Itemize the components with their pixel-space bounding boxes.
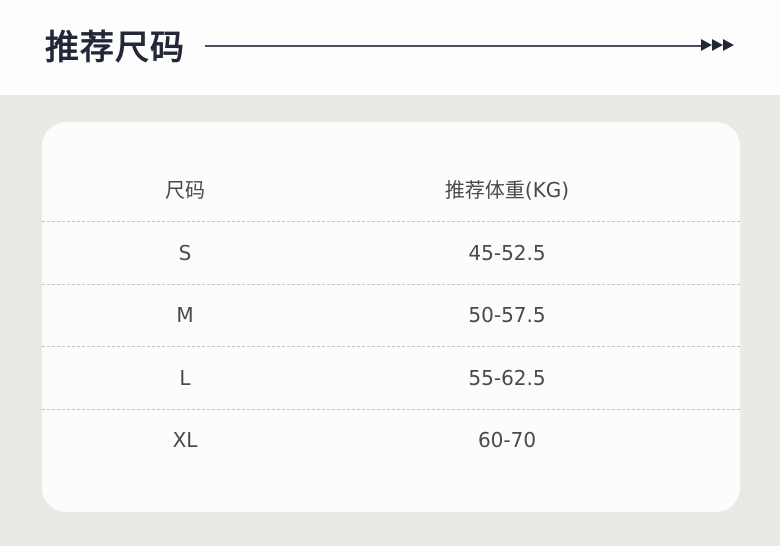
table-row: S 45-52.5	[42, 222, 740, 285]
table-row: M 50-57.5	[42, 284, 740, 347]
table-row: XL 60-70	[42, 409, 740, 471]
weight-cell: 45-52.5	[468, 241, 546, 265]
column-header-size: 尺码	[165, 178, 205, 202]
size-cell: L	[179, 366, 191, 390]
size-cell: M	[176, 303, 194, 327]
header: 推荐尺码	[0, 0, 780, 95]
weight-cell: 55-62.5	[468, 366, 546, 390]
size-cell: S	[178, 241, 192, 265]
triple-arrow-icon	[701, 39, 734, 51]
decorative-line	[205, 45, 705, 47]
table-header-row: 尺码 推荐体重(KG)	[42, 159, 740, 222]
table-row: L 55-62.5	[42, 347, 740, 410]
column-header-weight: 推荐体重(KG)	[444, 178, 570, 202]
size-cell: XL	[172, 428, 198, 452]
page-title: 推荐尺码	[45, 28, 185, 68]
size-table-card: 尺码 推荐体重(KG) S 45-52.5 M 50-57.5 L 55-62.…	[42, 122, 740, 512]
weight-cell: 50-57.5	[468, 303, 546, 327]
weight-cell: 60-70	[477, 428, 537, 452]
